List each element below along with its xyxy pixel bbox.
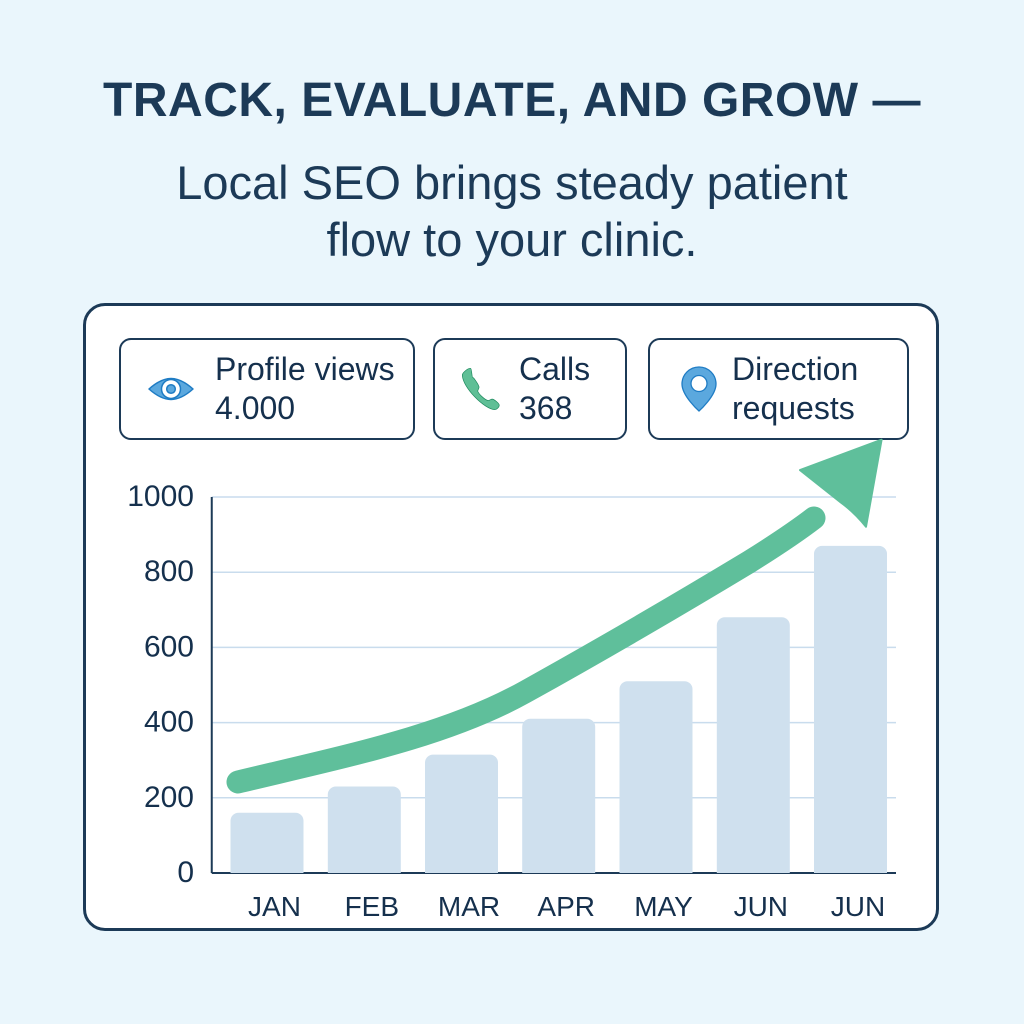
svg-text:400: 400 (144, 706, 194, 739)
svg-text:800: 800 (144, 555, 194, 588)
svg-text:JAN: JAN (248, 891, 301, 922)
svg-text:1000: 1000 (127, 480, 194, 513)
svg-text:200: 200 (144, 781, 194, 814)
svg-text:JUN: JUN (734, 891, 788, 922)
svg-text:APR: APR (537, 891, 595, 922)
svg-text:0: 0 (177, 856, 194, 889)
svg-text:MAY: MAY (634, 891, 693, 922)
svg-text:JUN: JUN (831, 891, 885, 922)
svg-text:MAR: MAR (438, 891, 500, 922)
svg-text:FEB: FEB (345, 891, 399, 922)
svg-text:600: 600 (144, 630, 194, 663)
